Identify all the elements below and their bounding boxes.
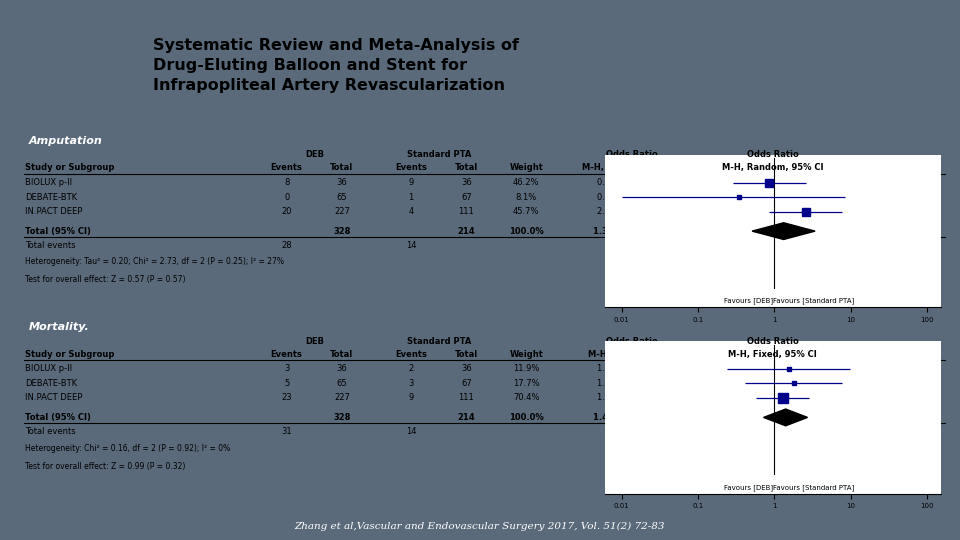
Text: 227: 227 <box>334 207 349 216</box>
Text: M-H, Fixed, 95% CI: M-H, Fixed, 95% CI <box>588 350 677 359</box>
Text: Amputation: Amputation <box>29 136 103 146</box>
Text: IN.PACT DEEP: IN.PACT DEEP <box>25 207 83 216</box>
Text: 36: 36 <box>461 364 471 373</box>
Text: Total: Total <box>330 350 353 359</box>
Text: Total events: Total events <box>25 428 76 436</box>
Text: 65: 65 <box>337 379 348 388</box>
Text: DEBATE-BTK: DEBATE-BTK <box>25 379 77 388</box>
Text: Favours [Standard PTA]: Favours [Standard PTA] <box>773 298 854 304</box>
Polygon shape <box>752 222 815 240</box>
Text: Events: Events <box>271 350 302 359</box>
Text: 28: 28 <box>281 241 292 250</box>
Text: M-H, Random, 95% CI: M-H, Random, 95% CI <box>722 164 824 172</box>
Text: 2: 2 <box>408 364 414 373</box>
Text: Test for overall effect: Z = 0.57 (P = 0.57): Test for overall effect: Z = 0.57 (P = 0… <box>25 275 185 284</box>
Text: 11.9%: 11.9% <box>513 364 540 373</box>
Text: 45.7%: 45.7% <box>513 207 540 216</box>
Text: 20: 20 <box>281 207 292 216</box>
Text: 227: 227 <box>334 394 349 402</box>
Text: Standard PTA: Standard PTA <box>406 151 471 159</box>
Text: Zhang et al,Vascular and Endovascular Surgery 2017, Vol. 51(2) 72-83: Zhang et al,Vascular and Endovascular Su… <box>295 522 665 531</box>
Text: 100.0%: 100.0% <box>509 413 543 422</box>
Text: Favours [DEB]: Favours [DEB] <box>724 484 773 490</box>
Polygon shape <box>763 409 807 426</box>
Text: BIOLUX p-II: BIOLUX p-II <box>25 178 72 187</box>
Text: Study or Subgroup: Study or Subgroup <box>25 164 114 172</box>
Text: 36: 36 <box>337 178 348 187</box>
Text: 70.4%: 70.4% <box>513 394 540 402</box>
Text: 1.32 [0.51, 3.40]: 1.32 [0.51, 3.40] <box>593 227 672 235</box>
Text: DEB: DEB <box>305 337 324 346</box>
Text: 3: 3 <box>408 379 414 388</box>
Text: 67: 67 <box>461 379 471 388</box>
Text: Total: Total <box>455 350 478 359</box>
Text: Weight: Weight <box>510 350 543 359</box>
Text: 1.78 [0.41, 7.76]: 1.78 [0.41, 7.76] <box>597 379 667 388</box>
Text: 328: 328 <box>333 227 350 235</box>
Text: Total (95% CI): Total (95% CI) <box>25 413 91 422</box>
Text: 0: 0 <box>284 193 289 201</box>
Text: 17.7%: 17.7% <box>513 379 540 388</box>
Text: Total: Total <box>455 164 478 172</box>
Text: 65: 65 <box>337 193 348 201</box>
Text: 1.40 [0.72, 2.71]: 1.40 [0.72, 2.71] <box>593 413 672 422</box>
Text: IN.PACT DEEP: IN.PACT DEEP <box>25 394 83 402</box>
Text: 31: 31 <box>281 428 292 436</box>
Text: 36: 36 <box>461 178 471 187</box>
Text: Systematic Review and Meta-Analysis of
Drug-Eluting Balloon and Stent for
Infrap: Systematic Review and Meta-Analysis of D… <box>154 38 519 93</box>
Text: Test for overall effect: Z = 0.99 (P = 0.32): Test for overall effect: Z = 0.99 (P = 0… <box>25 462 185 470</box>
Text: 14: 14 <box>406 241 417 250</box>
Text: Odds Ratio: Odds Ratio <box>607 151 659 159</box>
Text: 9: 9 <box>408 394 414 402</box>
Text: BIOLUX p-II: BIOLUX p-II <box>25 364 72 373</box>
Text: 2.58 [0.86, 7.75]: 2.58 [0.86, 7.75] <box>597 207 667 216</box>
Text: 3: 3 <box>284 364 289 373</box>
Text: 328: 328 <box>333 413 350 422</box>
Text: DEBATE-BTK: DEBATE-BTK <box>25 193 77 201</box>
Text: 46.2%: 46.2% <box>513 178 540 187</box>
Text: 14: 14 <box>406 428 417 436</box>
Text: Favours [DEB]: Favours [DEB] <box>724 298 773 304</box>
Text: M-H, Fixed, 95% CI: M-H, Fixed, 95% CI <box>729 350 817 359</box>
Text: 8.1%: 8.1% <box>516 193 537 201</box>
Text: Heterogeneity: Chi² = 0.16, df = 2 (P = 0.92); I² = 0%: Heterogeneity: Chi² = 0.16, df = 2 (P = … <box>25 444 230 453</box>
Text: Events: Events <box>396 350 427 359</box>
Text: 36: 36 <box>337 364 348 373</box>
Text: 0.34 [0.01, 8.46]: 0.34 [0.01, 8.46] <box>597 193 667 201</box>
Text: 5: 5 <box>284 379 289 388</box>
Text: 0.86 [0.29, 2.55]: 0.86 [0.29, 2.55] <box>597 178 667 187</box>
Text: DEB: DEB <box>305 151 324 159</box>
Text: Weight: Weight <box>510 164 543 172</box>
Text: Odds Ratio: Odds Ratio <box>747 337 799 346</box>
Text: Total: Total <box>330 164 353 172</box>
Text: 214: 214 <box>458 227 475 235</box>
Text: 214: 214 <box>458 413 475 422</box>
Text: Total (95% CI): Total (95% CI) <box>25 227 91 235</box>
Text: 9: 9 <box>408 178 414 187</box>
Text: Heterogeneity: Tau² = 0.20; Chi² = 2.73, df = 2 (P = 0.25); I² = 27%: Heterogeneity: Tau² = 0.20; Chi² = 2.73,… <box>25 258 284 266</box>
Text: Study or Subgroup: Study or Subgroup <box>25 350 114 359</box>
Text: 1.28 [0.57, 2.86]: 1.28 [0.57, 2.86] <box>597 394 667 402</box>
Text: 1.55 [0.24, 9.85]: 1.55 [0.24, 9.85] <box>597 364 667 373</box>
Text: 23: 23 <box>281 394 292 402</box>
Text: Odds Ratio: Odds Ratio <box>747 151 799 159</box>
Text: Standard PTA: Standard PTA <box>406 337 471 346</box>
Text: Favours [Standard PTA]: Favours [Standard PTA] <box>773 484 854 490</box>
Text: 4: 4 <box>408 207 414 216</box>
Text: Events: Events <box>396 164 427 172</box>
Text: 111: 111 <box>459 394 474 402</box>
Text: Odds Ratio: Odds Ratio <box>607 337 659 346</box>
Text: Events: Events <box>271 164 302 172</box>
Text: 67: 67 <box>461 193 471 201</box>
Text: Total events: Total events <box>25 241 76 250</box>
Text: 111: 111 <box>459 207 474 216</box>
Text: 100.0%: 100.0% <box>509 227 543 235</box>
Text: 1: 1 <box>408 193 414 201</box>
Text: M-H, Random, 95% CI: M-H, Random, 95% CI <box>582 164 683 172</box>
Text: 8: 8 <box>284 178 289 187</box>
Text: Mortality.: Mortality. <box>29 322 89 332</box>
